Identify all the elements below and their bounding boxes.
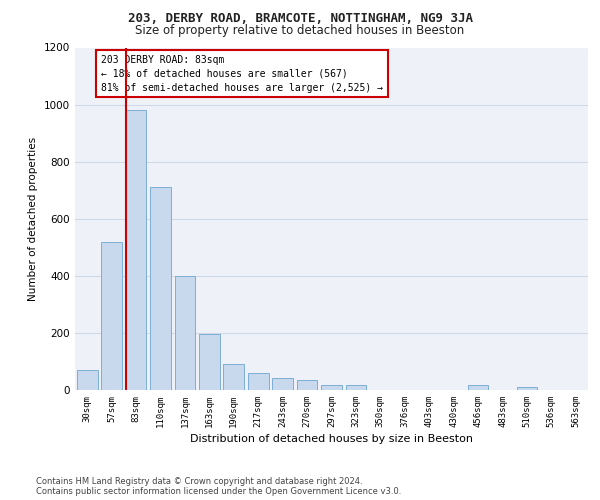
Bar <box>101 242 122 390</box>
Text: Size of property relative to detached houses in Beeston: Size of property relative to detached ho… <box>136 24 464 37</box>
Text: 203, DERBY ROAD, BRAMCOTE, NOTTINGHAM, NG9 3JA: 203, DERBY ROAD, BRAMCOTE, NOTTINGHAM, N… <box>128 12 473 26</box>
Bar <box>150 188 171 390</box>
Text: Contains HM Land Registry data © Crown copyright and database right 2024.: Contains HM Land Registry data © Crown c… <box>36 477 362 486</box>
Bar <box>175 276 196 390</box>
Bar <box>125 110 146 390</box>
Bar <box>199 334 220 390</box>
Text: 203 DERBY ROAD: 83sqm
← 18% of detached houses are smaller (567)
81% of semi-det: 203 DERBY ROAD: 83sqm ← 18% of detached … <box>101 54 383 92</box>
Text: Contains public sector information licensed under the Open Government Licence v3: Contains public sector information licen… <box>36 487 401 496</box>
Y-axis label: Number of detached properties: Number of detached properties <box>28 136 38 301</box>
Bar <box>77 370 98 390</box>
Bar <box>517 386 538 390</box>
Bar <box>248 373 269 390</box>
Bar <box>223 364 244 390</box>
Bar <box>467 385 488 390</box>
X-axis label: Distribution of detached houses by size in Beeston: Distribution of detached houses by size … <box>190 434 473 444</box>
Bar <box>321 385 342 390</box>
Bar <box>272 378 293 390</box>
Bar <box>346 385 367 390</box>
Bar <box>296 380 317 390</box>
